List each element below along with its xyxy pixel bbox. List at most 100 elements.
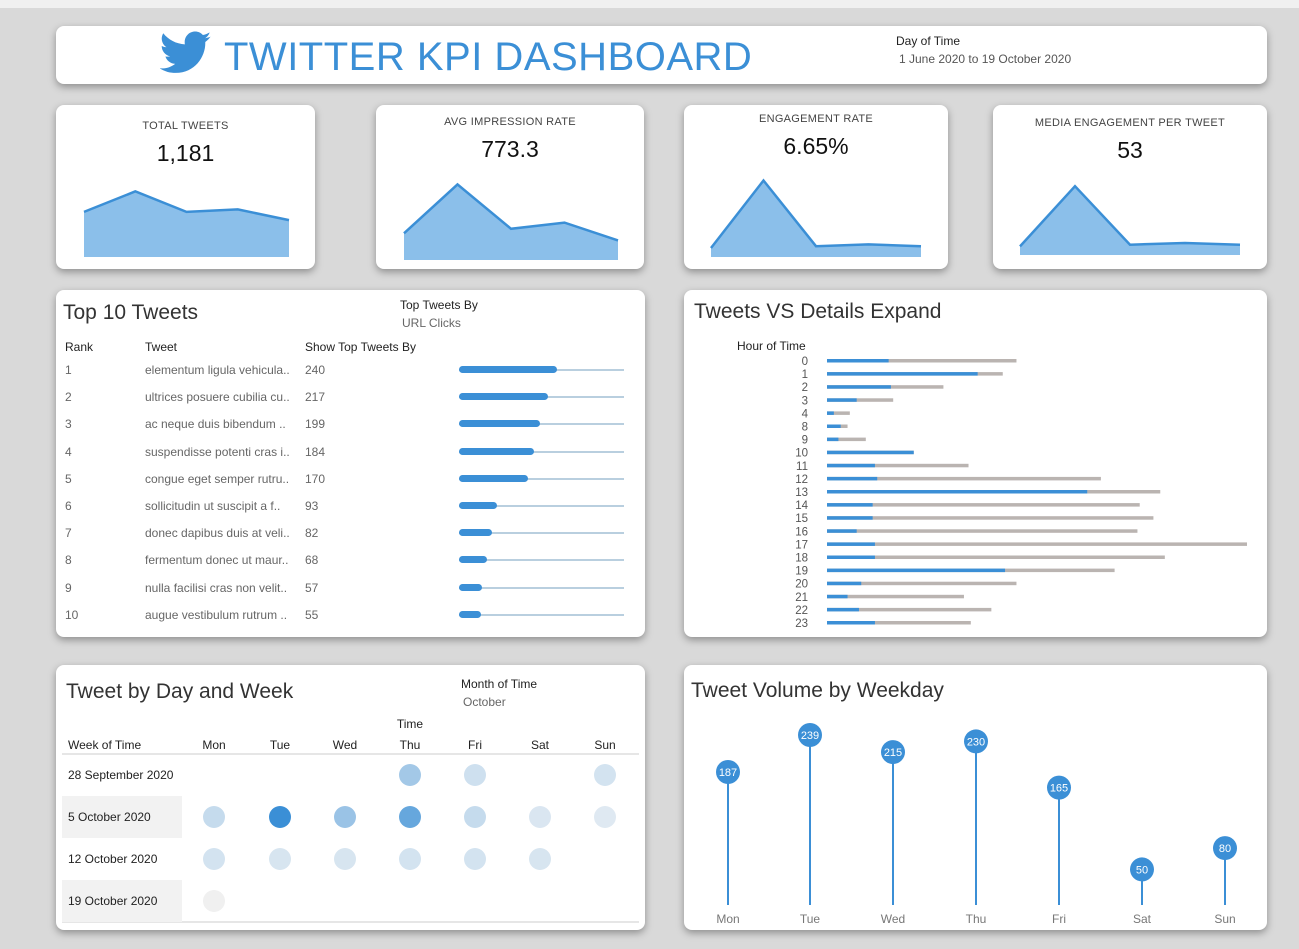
kpi-card-engagement-rate: ENGAGEMENT RATE 6.65% xyxy=(684,105,948,269)
kpi-value: 53 xyxy=(1117,137,1143,163)
heatmap-cell xyxy=(399,806,421,828)
value-bar xyxy=(459,420,541,428)
tweet-count-bar xyxy=(827,411,834,415)
details-expand-bar xyxy=(827,529,1138,533)
heatmap-cell xyxy=(203,806,225,828)
top-tweets-filter-value[interactable]: URL Clicks xyxy=(402,316,461,330)
hour-tick-label: 21 xyxy=(795,592,808,604)
heatmap-cell xyxy=(594,764,616,786)
tweet-by-day-week-panel: Tweet by Day and Week Month of Time Octo… xyxy=(56,665,645,930)
value-bar xyxy=(459,447,535,455)
weekday-column-header: Fri xyxy=(468,738,482,752)
tweet-cell[interactable]: ultrices posuere cubilia cu.. xyxy=(145,390,290,405)
heatmap-cell xyxy=(269,806,291,828)
value-bar-track xyxy=(459,586,624,589)
tweet-cell[interactable]: sollicitudin ut suscipit a f.. xyxy=(145,499,281,513)
kpi-sparkline xyxy=(1019,184,1241,255)
lollipop-value-label: 239 xyxy=(801,730,819,742)
value-bar xyxy=(459,610,482,618)
tweet-value-cell: 68 xyxy=(305,553,319,568)
lollipop-value-label: 215 xyxy=(884,747,902,759)
lollipop-head xyxy=(798,723,822,747)
kpi-sparkline xyxy=(403,182,619,260)
value-bar-track xyxy=(459,423,624,426)
sparkline-line xyxy=(83,190,290,222)
tweet-count-bar xyxy=(827,463,875,468)
top-strip xyxy=(0,0,1299,8)
kpi-label: AVG IMPRESSION RATE xyxy=(444,116,576,128)
tweet-count-bar xyxy=(827,594,848,599)
tweet-value-cell: 240 xyxy=(305,363,326,377)
weekday-column-header: Thu xyxy=(400,738,421,752)
lollipop-value-label: 165 xyxy=(1050,783,1068,795)
kpi-card-total-tweets: TOTAL TWEETS 1,181 xyxy=(56,105,315,269)
tweet-count-bar xyxy=(827,621,875,625)
sparkline-line xyxy=(1019,184,1241,248)
value-bar-track xyxy=(459,532,624,535)
heatmap-cell xyxy=(334,848,356,870)
top-tweets-filter-label: Top Tweets By xyxy=(400,298,478,312)
tweet-value-cell: 184 xyxy=(305,444,326,459)
details-expand-bar xyxy=(827,516,1154,520)
panel-title: Top 10 Tweets xyxy=(63,301,199,324)
time-axis-label: Time xyxy=(397,717,424,731)
hour-tick-label: 11 xyxy=(796,461,808,473)
tweet-cell[interactable]: fermentum donec ut maur.. xyxy=(145,553,289,568)
tweet-cell[interactable]: congue eget semper rutru.. xyxy=(145,471,290,486)
panel-title: Tweet Volume by Weekday xyxy=(691,679,944,702)
tweet-value-cell: 57 xyxy=(305,580,319,595)
hour-tick-label: 12 xyxy=(795,474,808,486)
rank-cell: 6 xyxy=(65,499,72,513)
tweet-cell[interactable]: augue vestibulum rutrum .. xyxy=(145,607,288,622)
day-week-heatmap: Time Week of Time Mon Tue Wed Thu Fri Sat Sun 28 … xyxy=(62,717,639,923)
lollipop-value-label: 80 xyxy=(1219,843,1231,855)
tweet-value-cell: 82 xyxy=(305,526,319,541)
heatmap-cell xyxy=(203,848,225,870)
tweet-count-bar xyxy=(827,359,889,363)
heatmap-cell xyxy=(399,764,421,786)
col-header-rank: Rank xyxy=(65,340,94,354)
hour-tick-label: 2 xyxy=(802,382,808,394)
tweet-value-cell: 217 xyxy=(305,390,326,405)
hour-tick-label: 15 xyxy=(795,513,808,525)
heatmap-cell xyxy=(464,848,486,870)
lollipop-head xyxy=(1213,836,1237,861)
sparkline-area xyxy=(84,191,289,257)
week-row-label: 28 September 2020 xyxy=(68,768,174,782)
sparkline-area xyxy=(1020,186,1240,255)
twitter-bird-icon xyxy=(160,31,212,73)
heatmap-cell xyxy=(399,848,421,870)
dashboard-title: TWITTER KPI DASHBOARD xyxy=(224,35,753,79)
rank-cell: 9 xyxy=(65,580,72,595)
tweet-cell[interactable]: nulla facilisi cras non velit.. xyxy=(145,580,288,595)
lollipop-value-label: 50 xyxy=(1136,864,1148,876)
tweet-count-bar xyxy=(827,437,839,442)
kpi-sparkline xyxy=(710,178,922,257)
lollipop-head xyxy=(1130,857,1154,882)
weekday-tick-label: Sat xyxy=(1133,912,1152,926)
heatmap-cell xyxy=(203,890,225,912)
hour-tick-label: 22 xyxy=(795,605,808,617)
rank-cell: 3 xyxy=(65,417,72,432)
lollipop-value-label: 230 xyxy=(967,736,985,748)
weekday-tick-label: Thu xyxy=(966,912,987,926)
value-bar xyxy=(459,366,557,373)
rank-cell: 10 xyxy=(65,607,79,622)
tweet-cell[interactable]: donec dapibus duis at veli.. xyxy=(145,526,290,541)
tweet-cell[interactable]: elementum ligula vehicula.. xyxy=(145,363,290,377)
month-filter-value[interactable]: October xyxy=(463,695,506,709)
tweet-count-bar xyxy=(827,607,859,612)
tweet-count-bar xyxy=(827,450,914,455)
rank-cell: 1 xyxy=(65,363,72,377)
tweet-value-cell: 55 xyxy=(305,607,319,622)
tweet-count-bar xyxy=(827,398,857,402)
hour-axis-label: Hour of Time xyxy=(737,339,806,353)
tweet-value-cell: 170 xyxy=(305,471,326,486)
lollipop-head xyxy=(964,729,988,754)
kpi-value: 1,181 xyxy=(156,140,215,166)
tweet-cell[interactable]: suspendisse potenti cras i.. xyxy=(145,444,290,459)
sparkline-line xyxy=(710,178,922,249)
tweet-cell[interactable]: ac neque duis bibendum .. xyxy=(145,417,286,432)
day-filter-value[interactable]: 1 June 2020 to 19 October 2020 xyxy=(899,52,1072,66)
hour-tick-label: 20 xyxy=(795,579,808,591)
